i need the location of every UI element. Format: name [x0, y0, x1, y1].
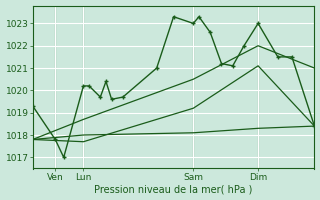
- X-axis label: Pression niveau de la mer( hPa ): Pression niveau de la mer( hPa ): [94, 184, 253, 194]
